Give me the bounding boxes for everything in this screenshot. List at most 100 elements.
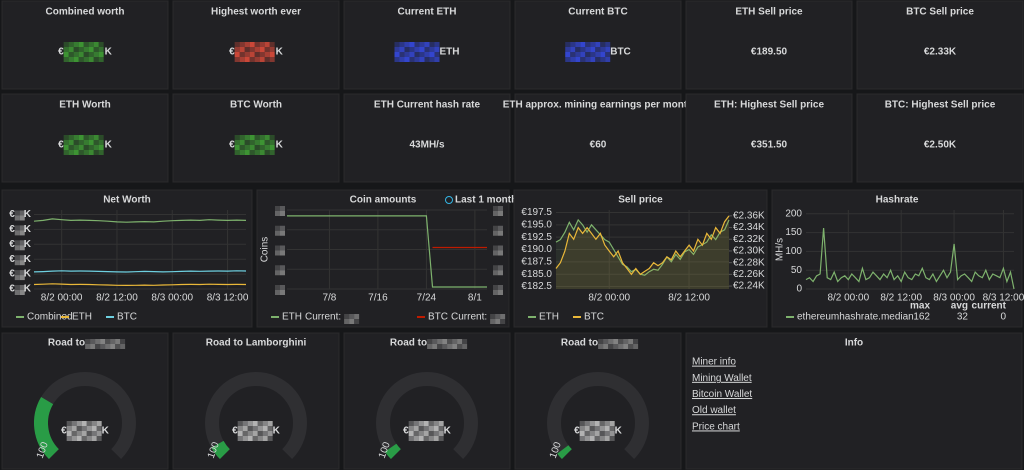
gauge-value: € K [232,421,281,441]
redacted-cell [594,436,600,441]
redacted-cell [78,57,84,62]
y-tick-label: € K [9,284,32,295]
redacted-cell [68,150,74,155]
x-tick-label: 8/2 00:00 [588,293,630,304]
redacted [14,240,25,251]
panel-title: BTC Sell price [906,7,974,18]
time-range[interactable]: Last 1 month [455,195,517,206]
redacted-cell [100,339,106,344]
line [287,215,487,288]
info-link[interactable]: Mining Wallet [692,373,752,384]
gauge-value: € K [574,421,623,441]
stat-suffix: BTC [610,47,631,58]
redacted-cell [580,57,586,62]
info-link[interactable]: Old wallet [692,405,736,416]
redacted [394,42,440,62]
y-tick-label: € K [9,224,32,236]
x-tick-label: 8/2 00:00 [41,293,83,304]
redacted [493,265,503,276]
redacted-cell [78,145,84,150]
redacted-cell [95,339,101,344]
redacted-cell [428,421,434,426]
redacted-cell [264,150,270,155]
panel-title: BTC: Highest Sell price [885,100,996,111]
redacted [275,285,285,295]
redacted-cell [76,431,82,436]
redacted-cell [259,42,265,47]
redacted-cell [19,240,25,246]
redacted-cell [254,140,260,145]
gauge-fill [211,440,231,460]
redacted-cell [280,245,285,251]
panel-title-text: Road to [561,338,598,349]
redacted-cell [19,290,25,295]
redacted-cell [598,344,604,349]
redacted-cell [424,52,430,57]
redacted-cell [585,42,591,47]
redacted-cell [73,47,79,52]
redacted-cell [63,150,69,155]
redacted-cell [115,344,121,349]
panel-title-text: Road to [390,338,427,349]
redacted-cell [575,42,581,47]
panel [856,93,1024,183]
y-tick-label: 100 [785,246,802,257]
redacted-cell [83,150,89,155]
redacted-cell [83,145,89,150]
legend-label: BTC [428,312,448,323]
redacted-cell [244,42,250,47]
y-tick-label: €2.28K [733,257,765,268]
redacted-cell [280,285,285,290]
redacted-cell [613,344,619,349]
tick-suffix: K [24,269,32,280]
gauge-fill [384,443,401,460]
redacted-cell [600,57,606,62]
redacted-cell [565,52,571,57]
panel-title: Sell price [618,195,663,206]
redacted-cell [432,339,438,344]
redacted-cell [498,265,503,271]
panel-title: Current BTC [568,7,627,18]
redacted-cell [76,421,82,426]
redacted-cell [19,225,25,231]
redacted-cell [423,421,429,426]
redacted-cell [428,431,434,436]
redacted-cell [237,426,243,431]
x-tick-label: 7/16 [368,293,388,304]
panel [256,189,510,328]
redacted-cell [68,42,74,47]
redacted-cell [252,436,258,441]
redacted-cell [457,339,463,344]
stat-value-text: €60 [590,140,607,151]
redacted-cell [249,47,255,52]
info-link[interactable]: Price chart [692,421,740,432]
redacted-cell [575,52,581,57]
redacted-cell [633,344,639,349]
redacted-cell [78,135,84,140]
redacted-cell [254,150,260,155]
panel [172,93,340,183]
redacted-cell [83,47,89,52]
redacted-cell [264,140,270,145]
redacted-cell [68,57,74,62]
y-tick-label: €2.30K [733,246,765,257]
redacted-cell [234,150,240,155]
redacted-cell [599,421,605,426]
redacted-cell [68,140,74,145]
redacted [63,42,104,62]
redacted-cell [495,319,501,324]
redacted-cell [63,57,69,62]
stat-value: € K [229,135,284,155]
stat-value-text: €2.33K [924,47,957,58]
tick-prefix: € [9,239,15,250]
redacted-cell [93,52,99,57]
stat-value: ETH [394,42,460,62]
info-link[interactable]: Miner info [692,357,736,368]
redacted-cell [584,431,590,436]
x-tick-label: 8/2 12:00 [880,293,922,304]
redacted-cell [628,339,634,344]
redacted-cell [63,52,69,57]
info-link[interactable]: Bitcoin Wallet [692,389,752,400]
redacted-cell [267,431,273,436]
legend-current: Current: [305,312,341,323]
